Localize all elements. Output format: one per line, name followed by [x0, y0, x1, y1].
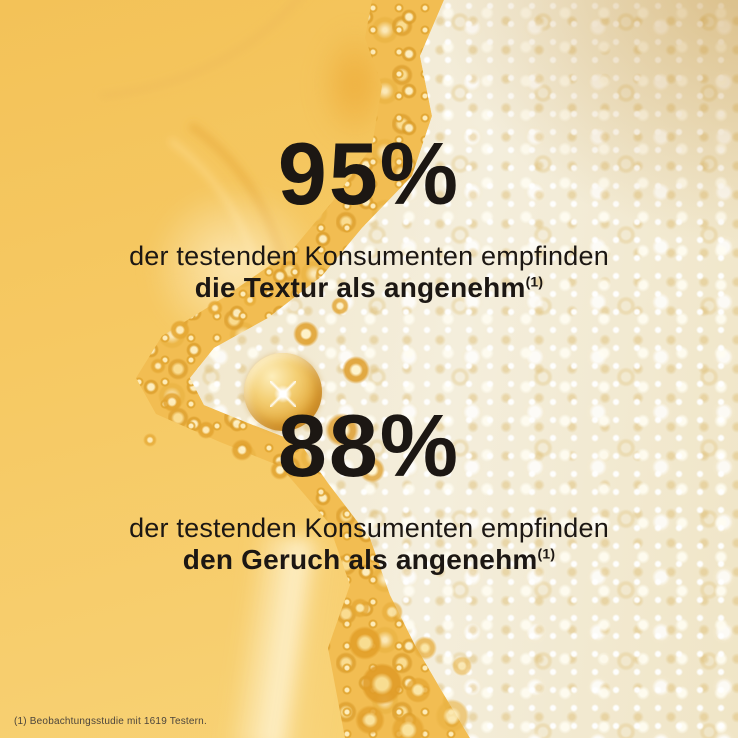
stat-highlight-text: den Geruch als angenehm: [182, 544, 538, 576]
stat-percentage: 95%: [277, 124, 461, 223]
stat-description-line2: die Textur als angenehm(1): [0, 272, 738, 304]
stat-block-scent: 88% der testenden Konsumenten empfinden …: [0, 402, 738, 577]
footnote-reference: (1): [525, 274, 544, 291]
stat-percentage: 88%: [277, 396, 461, 495]
stat-block-texture: 95% der testenden Konsumenten empfinden …: [0, 130, 738, 305]
footnote-reference: (1): [537, 546, 556, 563]
footnote: (1) Beobachtungsstudie mit 1619 Testern.: [14, 716, 207, 727]
bubble-sparkle-icon: [270, 381, 296, 407]
stat-description-line1: der testenden Konsumenten empfinden: [129, 513, 609, 543]
stat-highlight-text: die Textur als angenehm: [194, 272, 526, 304]
stat-description-line1: der testenden Konsumenten empfinden: [129, 241, 609, 271]
gold-bubble-cluster-bottom: [330, 588, 530, 738]
large-gold-bubble: [244, 353, 322, 431]
stat-description-line2: den Geruch als angenehm(1): [0, 544, 738, 576]
